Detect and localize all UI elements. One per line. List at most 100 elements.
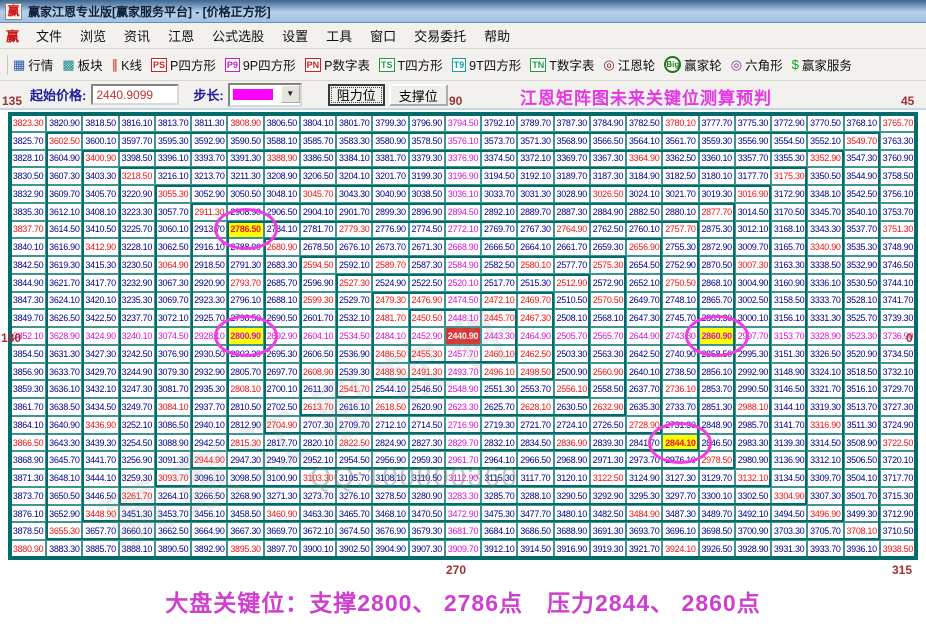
grid-cell: 2743.30 — [662, 327, 699, 345]
step-combobox[interactable]: ▼ — [227, 82, 302, 107]
grid-cell: 2762.50 — [589, 220, 627, 239]
toolbar-button-winner-wheel[interactable]: Big 赢家轮 — [664, 55, 722, 74]
grid-cell: 3595.30 — [154, 131, 192, 150]
grid-cell: 3823.30 — [10, 114, 47, 132]
resistance-button[interactable]: 阻力位 — [327, 83, 385, 106]
menu-item-交易委托[interactable]: 交易委托 — [414, 29, 467, 44]
menu-item-帮助[interactable]: 帮助 — [484, 29, 511, 44]
grid-cell: 3165.70 — [771, 238, 808, 257]
support-button[interactable]: 支撑位 — [388, 83, 448, 106]
grid-cell: 2488.90 — [372, 362, 409, 381]
grid-cell: 2983.30 — [734, 433, 772, 452]
grid-cell: 3660.10 — [118, 522, 155, 541]
grid-cell: 2551.30 — [481, 380, 518, 399]
toolbar-button-t-square[interactable]: TS T四方形 — [379, 55, 443, 74]
grid-cell: 3928.90 — [734, 540, 772, 558]
grid-cell: 3223.30 — [118, 202, 155, 221]
grid-cell: 2899.30 — [372, 202, 409, 221]
toolbar-button-p-number-table[interactable]: PN P数字表 — [304, 55, 370, 74]
grid-cell: 2558.50 — [589, 380, 627, 399]
menu-bar: 赢 文件 浏览 资讯 江恩 公式选股 设置 工具 窗口 交易委托 帮助 — [0, 23, 926, 49]
grid-cell: 2896.90 — [408, 202, 445, 221]
start-price-input[interactable] — [91, 84, 180, 105]
grid-cell: 2563.30 — [589, 344, 627, 363]
grid-cell: 3667.30 — [227, 522, 264, 541]
menu-item-设置[interactable]: 设置 — [282, 29, 309, 44]
grid-cell: 3045.70 — [299, 185, 337, 203]
grid-cell: 2726.50 — [589, 415, 627, 434]
grid-cell: 3086.50 — [154, 415, 192, 434]
grid-cell: 3220.90 — [118, 185, 155, 203]
grid-cell: 3321.70 — [807, 380, 844, 399]
toolbar-button-winner-service[interactable]: $ 赢家服务 — [792, 55, 852, 74]
toolbar-button-sectors[interactable]: ▩ 板块 — [62, 55, 102, 74]
menu-item-窗口[interactable]: 窗口 — [370, 29, 397, 44]
grid-cell: 3384.10 — [336, 149, 373, 168]
toolbar-button-gann-wheel[interactable]: ◎ 江恩轮 — [603, 55, 655, 74]
chevron-down-icon[interactable]: ▼ — [280, 84, 300, 103]
toolbar-button-9p-square[interactable]: P9 9P四方形 — [224, 55, 296, 74]
grid-cell: 3535.30 — [843, 238, 880, 257]
grid-cell: 2644.90 — [626, 327, 663, 345]
toolbar-button-hexagon[interactable]: ◎ 六角形 — [731, 55, 783, 74]
grid-cell: 3290.50 — [553, 486, 590, 505]
grid-cell: 3079.30 — [154, 362, 192, 381]
grid-cell: 2930.50 — [191, 344, 228, 363]
grid-cell: 2510.50 — [553, 291, 590, 310]
grid-cell: 2805.70 — [227, 362, 264, 381]
grid-cell: 2925.70 — [191, 309, 228, 328]
grid-cell: 2599.30 — [299, 291, 337, 310]
grid-cell: 2498.50 — [517, 362, 554, 381]
grid-cell: 2808.10 — [227, 380, 264, 399]
grid-cell: 2632.90 — [589, 398, 627, 416]
grid-cell: 2440.90 — [444, 327, 482, 345]
toolbar-items: ▦ 行情 ▩ 板块 ∥ K线 PS P四方形 P9 9P四方形 PN P数字表 TS T四方形 T9 9T四方… — [13, 55, 861, 74]
grid-cell: 3840.10 — [10, 238, 47, 257]
grid-cell: 2793.70 — [227, 273, 264, 292]
grid-cell: 2524.90 — [372, 273, 409, 292]
menu-item-资讯[interactable]: 资讯 — [124, 29, 151, 44]
grid-cell: 2832.10 — [481, 433, 518, 452]
grid-cell: 3247.30 — [118, 380, 155, 399]
grid-cell: 3828.10 — [10, 149, 47, 168]
grid-cell: 2860.90 — [698, 327, 735, 345]
grid-cell: 3573.70 — [481, 131, 518, 150]
toolbar-button-9t-square[interactable]: T9 9T四方形 — [451, 55, 521, 74]
toolbar-button-t-number-table[interactable]: TN T数字表 — [530, 55, 594, 74]
grid-cell: 2462.50 — [517, 344, 554, 363]
t-number-table-icon: TN — [530, 57, 547, 72]
grid-cell: 3000.10 — [734, 309, 772, 328]
grid-cell: 3789.70 — [517, 114, 554, 132]
grid-cell: 3511.30 — [843, 415, 880, 434]
toolbar-button-kline[interactable]: ∥ K线 — [112, 55, 142, 74]
grid-cell: 2937.70 — [191, 398, 228, 416]
grid-cell: 2973.70 — [626, 451, 663, 470]
grid-cell: 3616.90 — [46, 238, 83, 257]
grid-cell: 3360.10 — [698, 149, 735, 168]
grid-cell: 3180.10 — [698, 167, 735, 186]
toolbar-button-quotes[interactable]: ▦ 行情 — [13, 55, 53, 74]
menu-item-公式选股[interactable]: 公式选股 — [212, 29, 265, 44]
menu-item-江恩[interactable]: 江恩 — [168, 29, 195, 44]
grid-cell: 3878.50 — [10, 522, 47, 541]
grid-cell: 3240.10 — [118, 327, 155, 345]
grid-cell: 3312.10 — [807, 451, 844, 470]
grid-cell: 2887.30 — [553, 202, 590, 221]
menu-item-浏览[interactable]: 浏览 — [80, 29, 107, 44]
grid-cell: 3055.30 — [154, 185, 192, 203]
grid-cell: 3326.50 — [807, 344, 844, 363]
grid-cell: 3242.50 — [118, 344, 155, 363]
grid-cell: 3340.90 — [807, 238, 844, 257]
t-square-icon: TS — [379, 57, 395, 72]
menu-item-工具[interactable]: 工具 — [326, 29, 353, 44]
toolbar-button-p-square[interactable]: PS P四方形 — [150, 55, 216, 74]
grid-cell: 2836.90 — [553, 433, 590, 452]
grid-cell: 2512.90 — [553, 273, 590, 292]
grid-cell: 2484.10 — [372, 327, 409, 345]
grid-cell: 3156.10 — [771, 309, 808, 328]
grid-cell: 3398.50 — [118, 149, 155, 168]
grid-cell: 2908.90 — [227, 202, 264, 221]
grid-cell: 2997.70 — [734, 327, 772, 345]
menu-item-文件[interactable]: 文件 — [36, 29, 63, 44]
angle-label-315: 315 — [892, 563, 913, 577]
